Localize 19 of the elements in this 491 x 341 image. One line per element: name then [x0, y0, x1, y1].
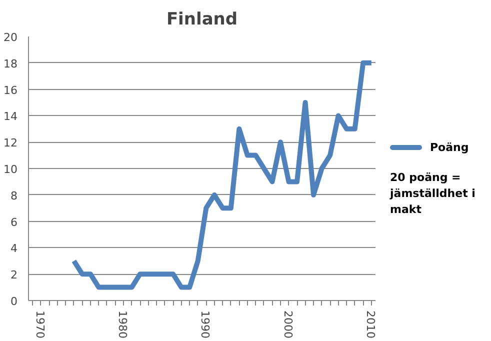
chart-title: Finland — [166, 10, 238, 30]
x-tick-label: 1970 — [33, 310, 46, 338]
y-tick-label: 14 — [4, 110, 18, 124]
x-tick-label: 1980 — [116, 310, 130, 338]
y-tick-label: 2 — [10, 268, 18, 282]
text: 20 poäng = jämställdhet i makt — [390, 170, 476, 218]
legend-label: Poäng — [430, 140, 469, 156]
y-tick-label: 4 — [10, 242, 18, 256]
y-tick-label: 16 — [4, 84, 18, 97]
y-tick-label: 20 — [4, 31, 18, 44]
x-tick-label: 1990 — [198, 310, 212, 338]
y-tick-label: 6 — [10, 216, 18, 229]
x-tick-label: 2000 — [281, 310, 294, 338]
x-tick-label: 2010 — [364, 310, 377, 338]
y-tick-label: 10 — [4, 163, 18, 176]
y-tick-label: 18 — [4, 57, 18, 70]
y-tick-label: 0 — [10, 295, 18, 308]
y-tick-label: 8 — [10, 189, 18, 202]
y-tick-label: 12 — [4, 136, 18, 150]
